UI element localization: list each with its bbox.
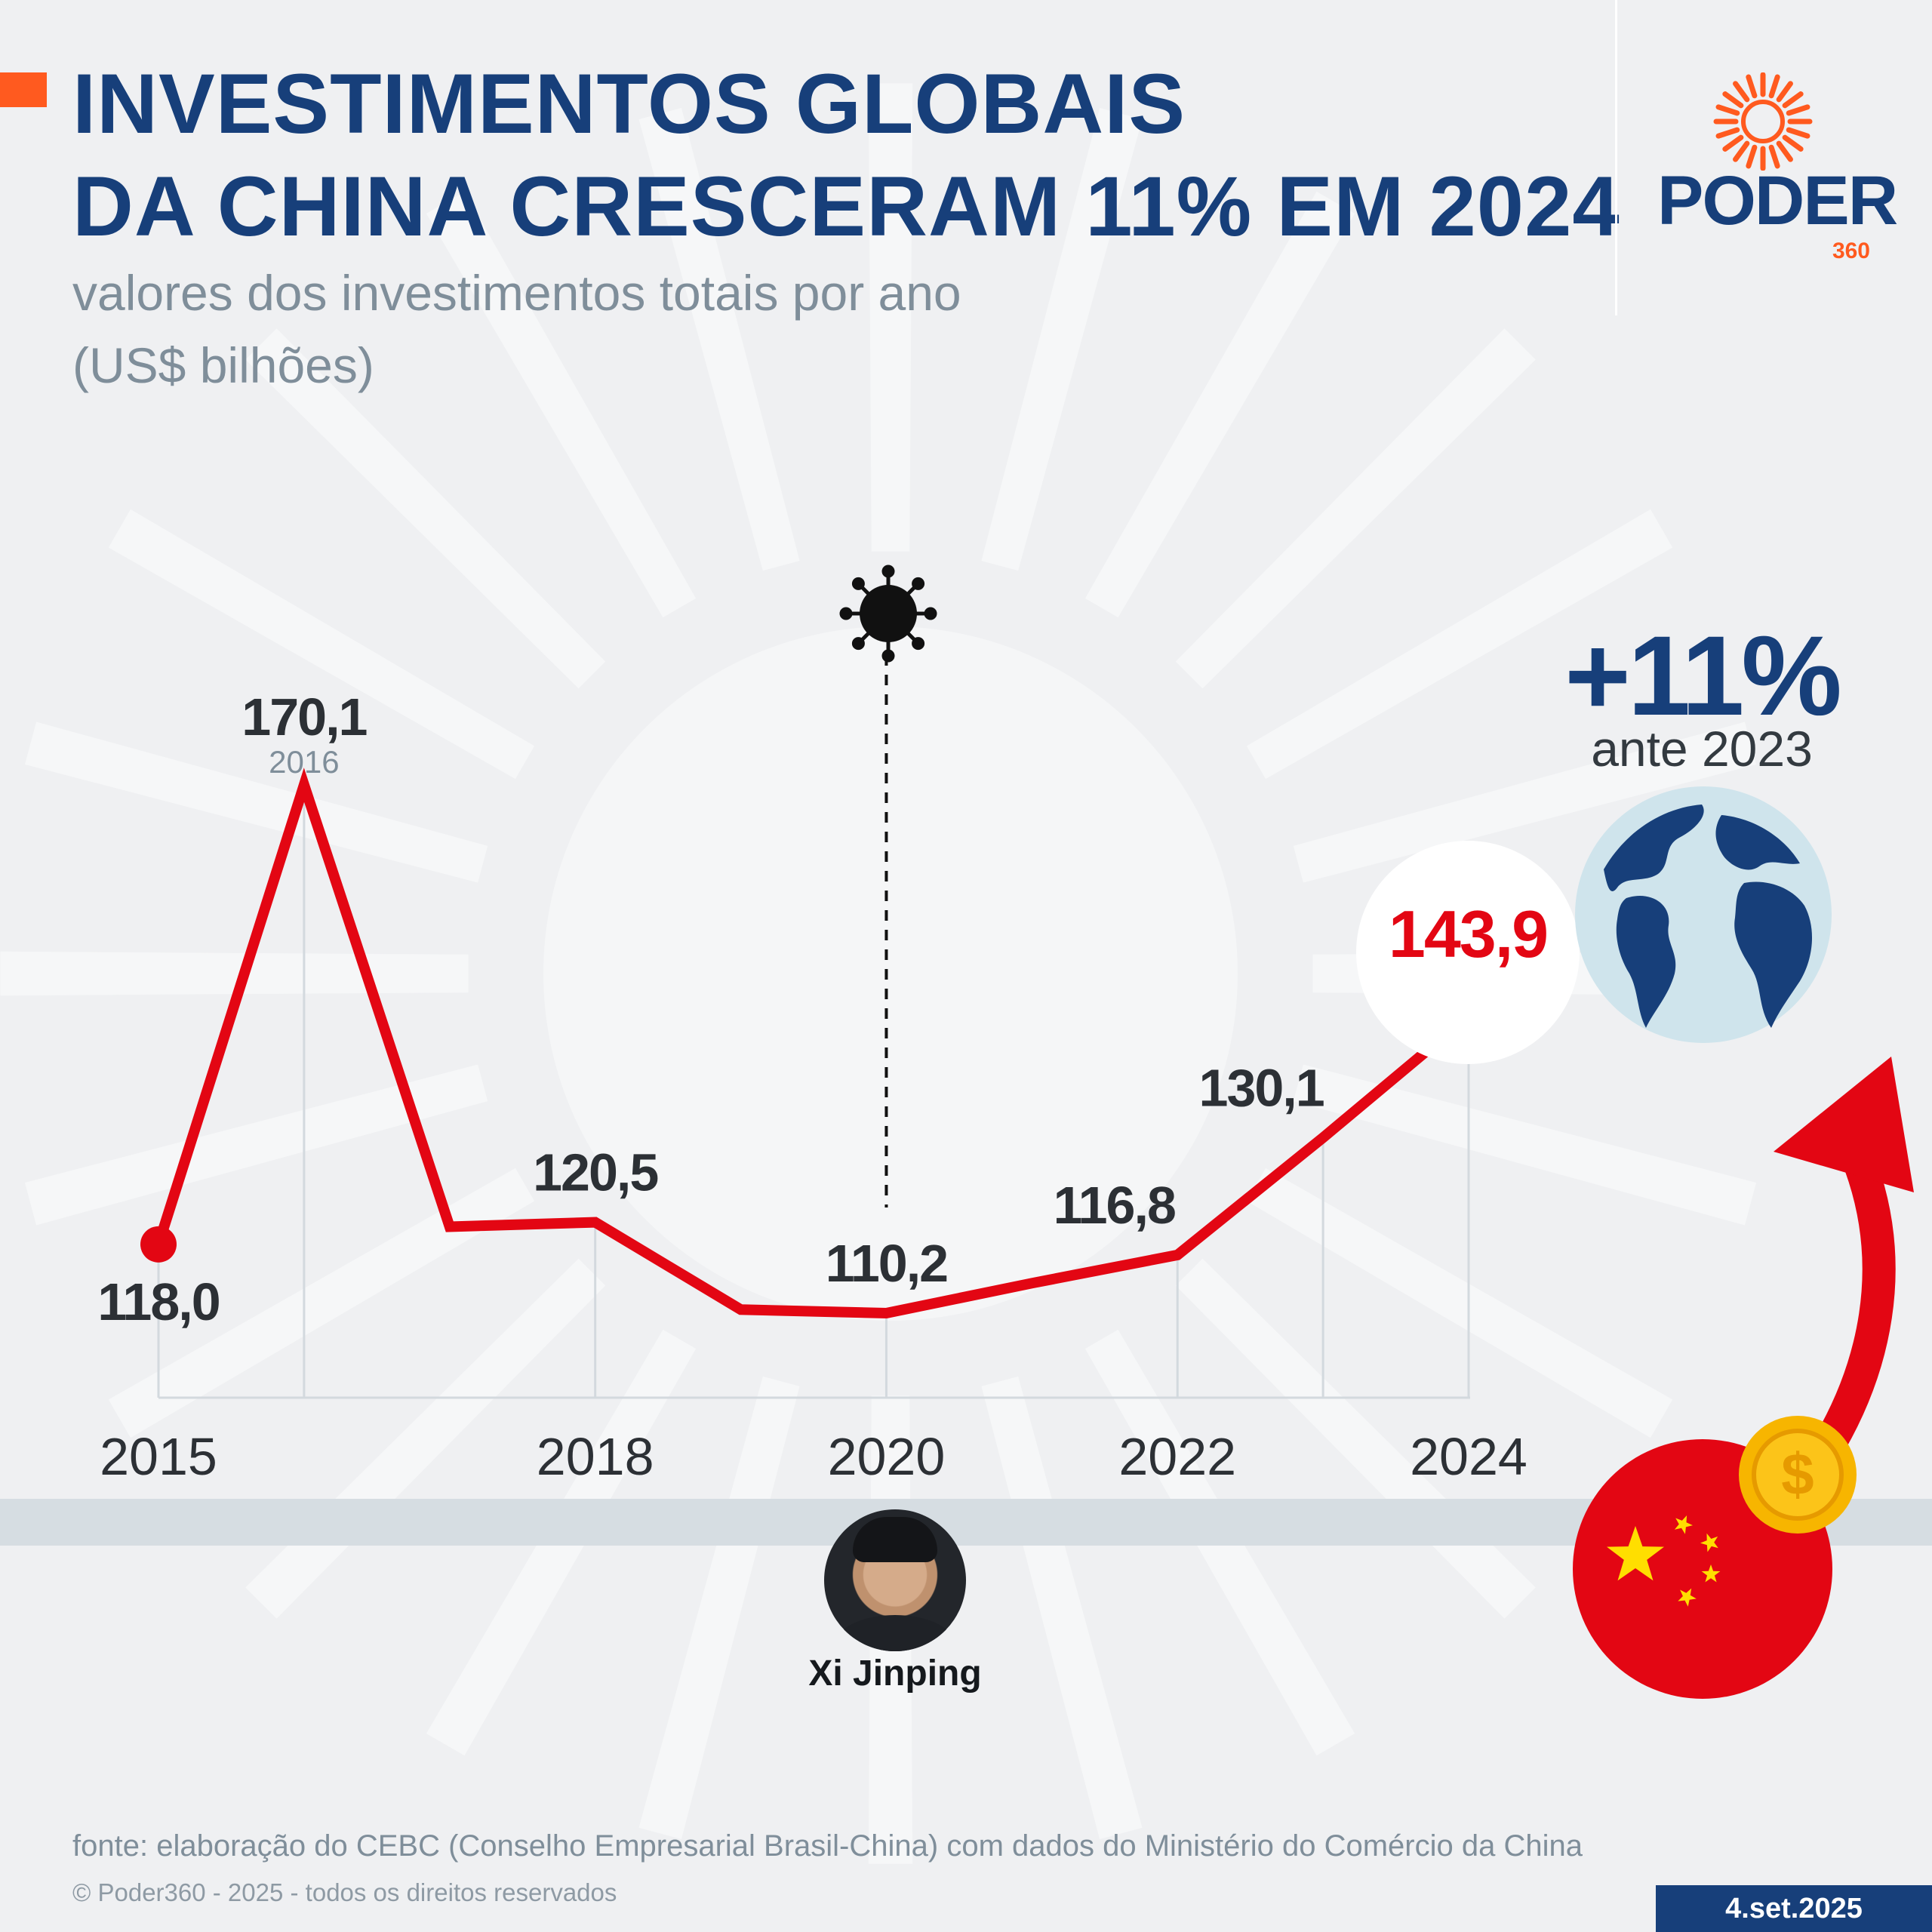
logo-number: 360 [1832, 238, 1870, 263]
background-ray [981, 1376, 1143, 1840]
coin-dollar-icon: $ [1739, 1416, 1857, 1534]
x-tick-label: 2020 [828, 1427, 946, 1486]
background-ray [426, 191, 697, 618]
person-name: Xi Jinping [808, 1654, 982, 1694]
value-label: 130,1 [1199, 1058, 1324, 1117]
x-tick-label: 2022 [1118, 1427, 1236, 1486]
logo-wordmark: PODER [1657, 162, 1898, 239]
value-label: 118,0 [97, 1272, 219, 1331]
value-label: 116,8 [1054, 1176, 1175, 1235]
title-line-1: INVESTIMENTOS GLOBAIS [72, 57, 1186, 151]
background-ray [638, 107, 800, 571]
series-line [140, 768, 1494, 1319]
x-tick-label: 2018 [537, 1427, 654, 1486]
background-ray [1293, 721, 1757, 883]
copyright: © Poder360 - 2025 - todos os direitos re… [72, 1878, 617, 1906]
highlight-circle [1356, 841, 1580, 1064]
background-ray [868, 83, 913, 552]
background-ray [108, 1168, 535, 1438]
background-ray [245, 328, 606, 689]
subtitle-line-1: valores dos investimentos totais por ano [72, 265, 961, 321]
highlight-value: 143,9 [1388, 897, 1549, 971]
person-photo [824, 1509, 966, 1651]
date-badge: 4.set.2025 [1656, 1885, 1932, 1932]
globe-icon [1575, 786, 1832, 1043]
change-percent: +11% [1564, 612, 1842, 739]
series-path [153, 768, 1472, 1319]
virus-icon [839, 565, 937, 663]
title-line-2: DA CHINA CRESCERAM 11% EM 2024 [72, 159, 1620, 254]
x-tick-label: 2024 [1410, 1427, 1527, 1486]
background-ray [0, 951, 469, 996]
subtitle-line-2: (US$ bilhões) [72, 337, 374, 393]
background-ray [1084, 191, 1355, 618]
start-point [140, 1226, 177, 1263]
background-ray [1246, 509, 1673, 780]
svg-text:$: $ [1781, 1441, 1814, 1507]
background-ray [1175, 328, 1536, 689]
page-subtitle: valores dos investimentos totais por ano… [72, 257, 961, 401]
source-note: fonte: elaboração do CEBC (Conselho Empr… [72, 1829, 1583, 1863]
value-label: 110,2 [826, 1234, 947, 1293]
value-label: 170,1 [242, 688, 366, 746]
poder360-sun-icon [1713, 72, 1813, 171]
header-divider [1615, 0, 1617, 315]
value-sublabel: 2016 [269, 744, 339, 780]
value-label: 120,5 [533, 1143, 657, 1202]
background-ray [981, 107, 1143, 571]
background-ray [1293, 1064, 1757, 1226]
accent-bar [0, 72, 47, 107]
background-ray [638, 1376, 800, 1840]
curved-arrow-icon [1774, 1057, 1914, 1458]
grid-lines [157, 785, 1470, 1398]
background-ray [108, 509, 535, 780]
x-tick-labels: 2015 2018 2020 2022 2024 [100, 1427, 1527, 1486]
background-ray [24, 1064, 488, 1226]
background-ray [1246, 1168, 1673, 1438]
change-label: ante 2023 [1591, 721, 1813, 777]
x-tick-label: 2015 [100, 1427, 217, 1486]
page-title: INVESTIMENTOS GLOBAIS DA CHINA CRESCERAM… [72, 53, 1620, 258]
background-ray [24, 721, 488, 883]
